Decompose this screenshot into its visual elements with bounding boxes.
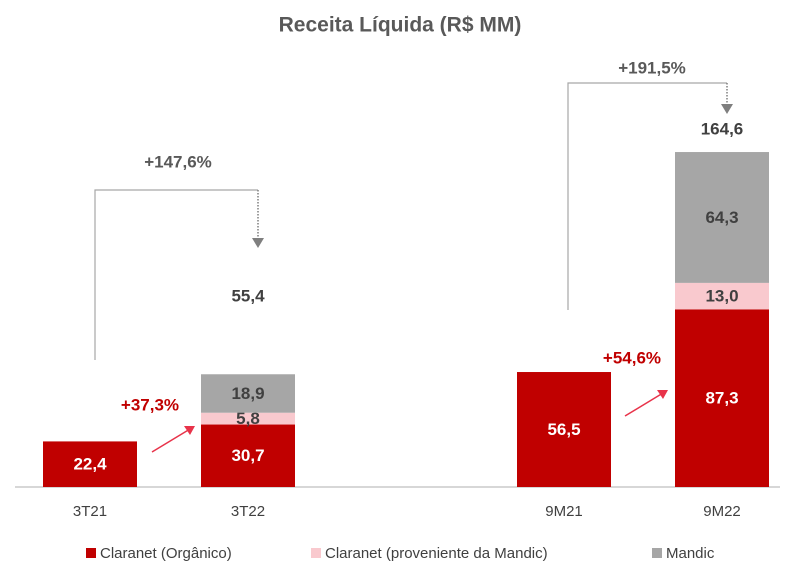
arrow-head	[252, 238, 264, 248]
total-label: 164,6	[701, 119, 744, 138]
legend-swatch	[311, 548, 321, 558]
bar-segment	[201, 424, 295, 487]
x-tick-label: 9M21	[545, 503, 583, 520]
legend-label: Mandic	[666, 545, 715, 562]
legend-swatch	[652, 548, 662, 558]
bar-segment	[675, 282, 769, 310]
bar-segment	[201, 374, 295, 413]
bracket	[94, 189, 258, 360]
bracket	[567, 82, 727, 310]
annotation: +54,6%	[603, 348, 661, 367]
bar-segment	[517, 372, 611, 487]
growth-arrow	[151, 428, 191, 453]
x-tick-label: 3T21	[73, 503, 107, 520]
bar-segment	[675, 152, 769, 283]
arrow-head	[184, 426, 195, 435]
chart-title: Receita Líquida (R$ MM)	[279, 14, 522, 37]
x-tick-label: 3T22	[231, 503, 265, 520]
legend-label: Claranet (proveniente da Mandic)	[325, 545, 548, 562]
data-label: 87,3	[705, 389, 738, 408]
x-tick-label: 9M22	[703, 503, 741, 520]
arrow-head	[657, 390, 668, 399]
legend-label: Claranet (Orgânico)	[100, 545, 232, 562]
annotation: +147,6%	[144, 152, 212, 171]
data-label: 56,5	[547, 420, 580, 439]
annotation: +37,3%	[121, 395, 179, 414]
bar-segment	[43, 441, 137, 487]
data-label: 22,4	[73, 455, 107, 474]
bar-segment	[201, 412, 295, 425]
data-label: 5,8	[236, 409, 260, 428]
data-label: 64,3	[705, 208, 738, 227]
growth-arrow	[624, 392, 664, 417]
arrow-head	[721, 104, 733, 114]
annotation: +191,5%	[618, 58, 686, 77]
data-label: 13,0	[705, 287, 738, 306]
data-label: 18,9	[231, 384, 264, 403]
data-label: 30,7	[231, 446, 264, 465]
total-label: 55,4	[231, 286, 265, 305]
bar-segment	[675, 309, 769, 487]
legend-swatch	[86, 548, 96, 558]
